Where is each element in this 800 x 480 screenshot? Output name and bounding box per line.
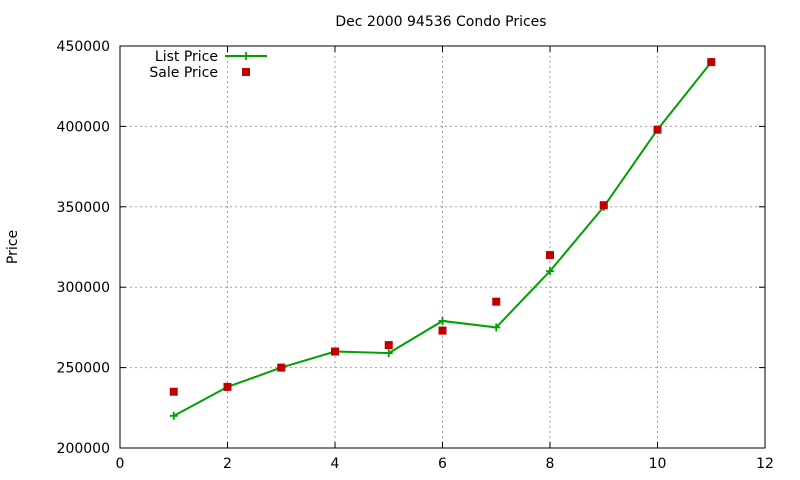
x-tick-label: 12 bbox=[756, 456, 774, 472]
sale-price-point bbox=[331, 347, 339, 356]
x-tick-label: 0 bbox=[116, 456, 125, 472]
plot-frame bbox=[119, 45, 766, 449]
legend-label-sale-price: Sale Price bbox=[149, 65, 218, 81]
y-tick-label: 350000 bbox=[57, 200, 110, 216]
y-tick-label: 450000 bbox=[57, 39, 110, 55]
series bbox=[169, 58, 716, 420]
list-price-point bbox=[438, 316, 447, 325]
sale-price-point bbox=[277, 363, 286, 372]
sale-price-point bbox=[438, 326, 447, 335]
list-price-point bbox=[492, 323, 501, 332]
sale-price-point bbox=[653, 125, 662, 134]
y-tick-label: 300000 bbox=[57, 280, 110, 296]
chart-title: Dec 2000 94536 Condo Prices bbox=[335, 14, 546, 30]
grid bbox=[120, 46, 765, 448]
y-axis-label: Price bbox=[5, 230, 21, 264]
sale-price-point bbox=[169, 387, 178, 396]
sale-price-point bbox=[546, 251, 554, 260]
x-tick-label: 10 bbox=[649, 456, 667, 472]
sale-price-point bbox=[384, 341, 393, 350]
legend-marker-list-price bbox=[242, 52, 250, 60]
legend-marker-sale-price bbox=[242, 68, 250, 76]
list-price-point bbox=[169, 411, 178, 420]
sale-price-point bbox=[223, 382, 232, 391]
y-tick-label: 250000 bbox=[57, 361, 110, 377]
legend-label-list-price: List Price bbox=[155, 49, 218, 65]
x-tick-label: 8 bbox=[546, 456, 555, 472]
list-price-point bbox=[546, 267, 554, 276]
x-tick-label: 6 bbox=[438, 456, 447, 472]
list-price-point bbox=[384, 349, 393, 358]
x-tick-label: 2 bbox=[223, 456, 232, 472]
y-tick-label: 200000 bbox=[57, 441, 110, 457]
axis-ticks: 0 2 4 6 8 10 12 200000 250000 300000 350000 400000 4… bbox=[57, 39, 774, 472]
sale-price-point bbox=[492, 297, 501, 306]
y-tick-label: 400000 bbox=[57, 119, 110, 135]
sale-price-point bbox=[599, 201, 608, 210]
series-sale-price bbox=[169, 58, 716, 396]
sale-price-point bbox=[707, 58, 716, 67]
x-tick-label: 4 bbox=[331, 456, 340, 472]
